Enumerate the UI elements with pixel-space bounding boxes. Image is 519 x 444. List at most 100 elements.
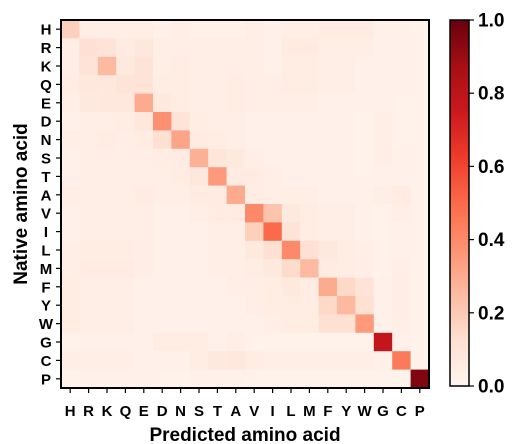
heatmap-cell-G-Y xyxy=(337,332,356,352)
heatmap-cell-N-D xyxy=(153,130,172,150)
y-tick-label: N xyxy=(41,132,52,149)
heatmap-cell-Q-F xyxy=(318,75,338,94)
heatmap-cell-C-C xyxy=(392,351,411,370)
heatmap-cell-Q-C xyxy=(392,75,411,94)
heatmap-cell-H-A xyxy=(226,20,246,39)
heatmap-cell-H-H xyxy=(61,20,80,39)
heatmap-cell-D-D xyxy=(153,112,172,131)
heatmap-cell-I-Q xyxy=(116,222,135,242)
x-tick-label: S xyxy=(194,403,204,420)
heatmap-cell-A-C xyxy=(392,185,411,205)
heatmap-cell-T-D xyxy=(153,167,172,186)
heatmap-cell-K-G xyxy=(373,56,393,76)
heatmap-cell-K-R xyxy=(79,56,99,76)
heatmap-cell-H-E xyxy=(134,20,154,39)
heatmap-cell-M-A xyxy=(226,259,246,278)
heatmap-cell-T-I xyxy=(263,167,283,186)
heatmap-cell-C-A xyxy=(226,351,246,370)
heatmap-cell-Q-K xyxy=(97,75,117,94)
x-tick-label: N xyxy=(175,403,186,420)
heatmap-cell-N-F xyxy=(318,130,338,150)
heatmap-cell-N-W xyxy=(355,130,375,150)
heatmap-cell-W-Q xyxy=(116,314,135,334)
heatmap-cell-E-F xyxy=(318,93,338,113)
heatmap-cell-K-Q xyxy=(116,56,135,76)
heatmap-cell-I-T xyxy=(208,222,227,242)
heatmap-cell-V-S xyxy=(189,204,209,223)
y-tick-label: S xyxy=(41,151,51,168)
heatmap-cell-L-D xyxy=(153,240,172,260)
heatmap-cell-K-F xyxy=(318,56,338,76)
heatmap-cell-K-V xyxy=(245,56,264,76)
heatmap-cell-N-Y xyxy=(337,130,356,150)
heatmap-cell-T-P xyxy=(410,167,430,186)
heatmap-cell-M-C xyxy=(392,259,411,278)
heatmap-cell-C-M xyxy=(300,351,319,370)
heatmap-cell-R-T xyxy=(208,38,227,58)
heatmap-cell-H-R xyxy=(79,20,99,39)
heatmap-cell-T-W xyxy=(355,167,375,186)
heatmap-cell-S-Y xyxy=(337,148,356,168)
heatmap-cell-S-S xyxy=(189,148,209,168)
heatmap-cell-R-A xyxy=(226,38,246,58)
heatmap-cell-G-D xyxy=(153,332,172,352)
y-tick-label: A xyxy=(41,187,52,204)
heatmap-cell-E-R xyxy=(79,93,99,113)
heatmap-cell-L-M xyxy=(300,240,319,260)
heatmap-cell-C-F xyxy=(318,351,338,370)
heatmap-cell-P-Y xyxy=(337,369,356,389)
heatmap-cell-P-E xyxy=(134,369,154,389)
heatmap-cells xyxy=(61,20,430,389)
heatmap-cell-M-R xyxy=(79,259,99,278)
heatmap-cell-K-W xyxy=(355,56,375,76)
heatmap-cell-W-S xyxy=(189,314,209,334)
x-tick-label: E xyxy=(139,403,149,420)
colorbar-tick-label: 0.0 xyxy=(478,377,504,398)
heatmap-cell-R-P xyxy=(410,38,430,58)
heatmap-cell-K-N xyxy=(171,56,191,76)
heatmap-cell-S-Q xyxy=(116,148,135,168)
heatmap-cell-V-P xyxy=(410,204,430,223)
heatmap-cell-Y-M xyxy=(300,296,319,315)
heatmap-cell-M-V xyxy=(245,259,264,278)
heatmap-cell-T-E xyxy=(134,167,154,186)
heatmap-cell-W-K xyxy=(97,314,117,334)
heatmap-cell-F-H xyxy=(61,277,80,297)
heatmap-cell-N-I xyxy=(263,130,283,150)
heatmap-cell-A-M xyxy=(300,185,319,205)
heatmap-cell-K-P xyxy=(410,56,430,76)
heatmap-cell-T-F xyxy=(318,167,338,186)
heatmap-cell-R-N xyxy=(171,38,191,58)
heatmap-cell-I-K xyxy=(97,222,117,242)
heatmap-cell-S-W xyxy=(355,148,375,168)
heatmap-cell-I-S xyxy=(189,222,209,242)
heatmap-cell-P-A xyxy=(226,369,246,389)
heatmap-cell-A-Q xyxy=(116,185,135,205)
heatmap-cell-V-G xyxy=(373,204,393,223)
heatmap-cell-E-L xyxy=(281,93,301,113)
heatmap-cell-P-R xyxy=(79,369,99,389)
heatmap-cell-D-H xyxy=(61,112,80,131)
heatmap-cell-M-Q xyxy=(116,259,135,278)
heatmap-cell-E-E xyxy=(134,93,154,113)
heatmap-cell-P-L xyxy=(281,369,301,389)
heatmap-cell-F-Y xyxy=(337,277,356,297)
heatmap-cell-K-M xyxy=(300,56,319,76)
heatmap-cell-M-W xyxy=(355,259,375,278)
heatmap-cell-G-S xyxy=(189,332,209,352)
heatmap-cell-T-S xyxy=(189,167,209,186)
heatmap-cell-H-S xyxy=(189,20,209,39)
heatmap-cell-D-Y xyxy=(337,112,356,131)
heatmap-cell-R-M xyxy=(300,38,319,58)
y-tick-label: M xyxy=(40,261,53,278)
y-tick-label: I xyxy=(44,224,48,241)
heatmap-cell-H-N xyxy=(171,20,191,39)
heatmap-cell-W-V xyxy=(245,314,264,334)
heatmap-cell-G-H xyxy=(61,332,80,352)
heatmap-cell-R-K xyxy=(97,38,117,58)
heatmap-cell-K-E xyxy=(134,56,154,76)
heatmap-cell-H-Q xyxy=(116,20,135,39)
x-tick-label: L xyxy=(286,403,295,420)
y-tick-label: V xyxy=(41,206,51,223)
